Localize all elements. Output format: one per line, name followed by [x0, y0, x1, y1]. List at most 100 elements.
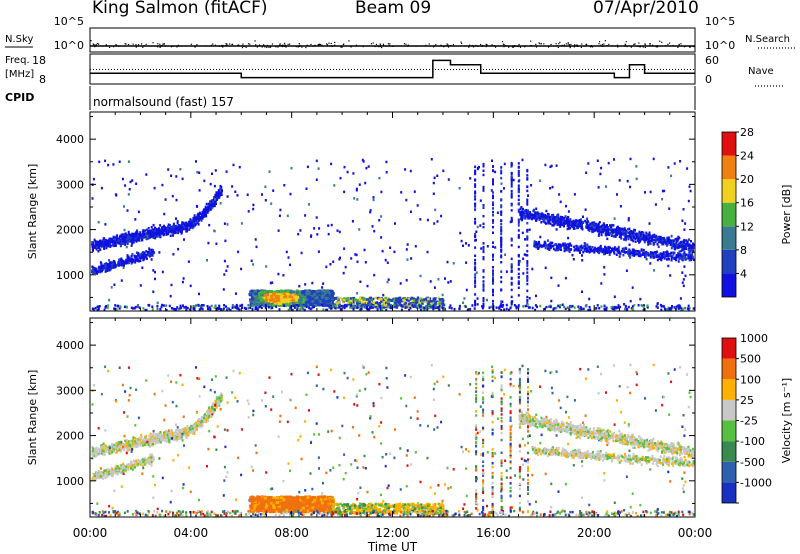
- power-cell: [517, 221, 520, 224]
- power-cell: [249, 293, 252, 297]
- noise-search-point: [109, 45, 111, 47]
- power-cell: [601, 249, 604, 253]
- power-cell: [151, 254, 154, 257]
- power-cell: [565, 204, 567, 208]
- power-cell: [181, 226, 184, 230]
- power-cell: [566, 219, 569, 222]
- power-cell: [492, 182, 494, 186]
- power-cell: [638, 241, 641, 244]
- noise-search-point: [124, 43, 126, 45]
- power-cell: [689, 250, 692, 253]
- power-cell: [94, 269, 97, 272]
- noise-search-point: [656, 45, 658, 47]
- nave-point: [99, 69, 100, 70]
- power-cell: [258, 298, 262, 302]
- power-cell: [492, 299, 494, 303]
- power-cell: [670, 259, 673, 262]
- noise-search-point: [261, 46, 263, 48]
- noise-search-point: [576, 45, 578, 47]
- power-cell: [673, 244, 676, 247]
- noise-search-point: [405, 43, 407, 45]
- noise-search-point: [443, 46, 445, 48]
- power-cell: [104, 159, 107, 163]
- power-cell: [199, 215, 202, 219]
- power-cell: [353, 197, 356, 200]
- power-cell: [144, 255, 147, 259]
- power-cell: [510, 171, 513, 175]
- power-cell: [500, 219, 503, 222]
- power-cell: [555, 164, 558, 167]
- freq-left-tick: 18: [32, 54, 46, 67]
- power-cell: [134, 218, 137, 221]
- power-cell: [537, 244, 540, 247]
- noise-search-point: [603, 43, 605, 45]
- power-cell: [135, 255, 138, 258]
- power-cell: [300, 303, 304, 307]
- power-cell: [298, 284, 301, 288]
- power-cell: [510, 180, 513, 183]
- power-cell: [644, 234, 647, 238]
- nave-point: [486, 69, 487, 70]
- power-cell: [313, 302, 317, 305]
- power-cell: [141, 238, 143, 242]
- power-cell: [361, 158, 364, 162]
- nave-point: [609, 69, 610, 70]
- power-cell: [112, 240, 114, 243]
- power-cell: [503, 187, 505, 190]
- power-cell: [492, 231, 494, 234]
- power-cell: [640, 249, 643, 252]
- power-cell: [622, 250, 625, 253]
- power-cell: [153, 234, 156, 238]
- power-cell: [154, 226, 156, 230]
- power-cell: [542, 243, 545, 247]
- power-cell: [649, 262, 652, 265]
- power-cell: [637, 233, 640, 237]
- power-cell: [688, 238, 690, 241]
- power-cell: [449, 280, 452, 283]
- power-cell: [296, 295, 299, 299]
- noise-search-point: [608, 43, 610, 46]
- power-cell: [271, 298, 275, 302]
- noise-search-point: [630, 45, 633, 47]
- nave-point: [258, 69, 259, 70]
- nave-point: [564, 69, 565, 70]
- power-cell: [325, 265, 328, 269]
- noise-search-point: [563, 44, 565, 46]
- power-cell: [647, 251, 650, 255]
- power-cell: [521, 158, 524, 162]
- power-cell: [482, 169, 485, 172]
- power-cell: [635, 234, 638, 237]
- power-cell: [226, 195, 229, 198]
- power-cell: [626, 250, 629, 253]
- power-cell: [547, 245, 550, 248]
- power-cell: [521, 231, 524, 235]
- freq-unit-label: [MHz]: [5, 69, 34, 80]
- nave-point: [690, 69, 691, 70]
- power-cell: [118, 259, 121, 262]
- power-cell: [692, 242, 694, 245]
- power-cell: [191, 226, 194, 230]
- power-cell: [304, 294, 308, 298]
- noise-search-point: [433, 45, 435, 48]
- power-cell: [172, 230, 175, 234]
- power-cell: [321, 286, 324, 289]
- power-cell: [300, 251, 303, 255]
- power-cell: [179, 225, 182, 228]
- power-cell: [667, 257, 670, 260]
- power-cell: [120, 261, 123, 265]
- power-cell: [643, 234, 646, 238]
- nave-point: [645, 69, 646, 70]
- power-cell: [586, 217, 589, 220]
- power-cell: [581, 228, 584, 231]
- power-cell: [315, 216, 318, 219]
- power-cell: [576, 245, 579, 248]
- power-cell: [149, 229, 152, 232]
- power-cell: [114, 241, 117, 245]
- power-cell: [624, 235, 627, 239]
- power-cell: [500, 228, 503, 232]
- power-cell: [671, 245, 674, 248]
- power-cell: [644, 255, 647, 258]
- power-cell: [525, 208, 528, 212]
- power-cell: [576, 219, 579, 223]
- power-cell: [605, 246, 608, 250]
